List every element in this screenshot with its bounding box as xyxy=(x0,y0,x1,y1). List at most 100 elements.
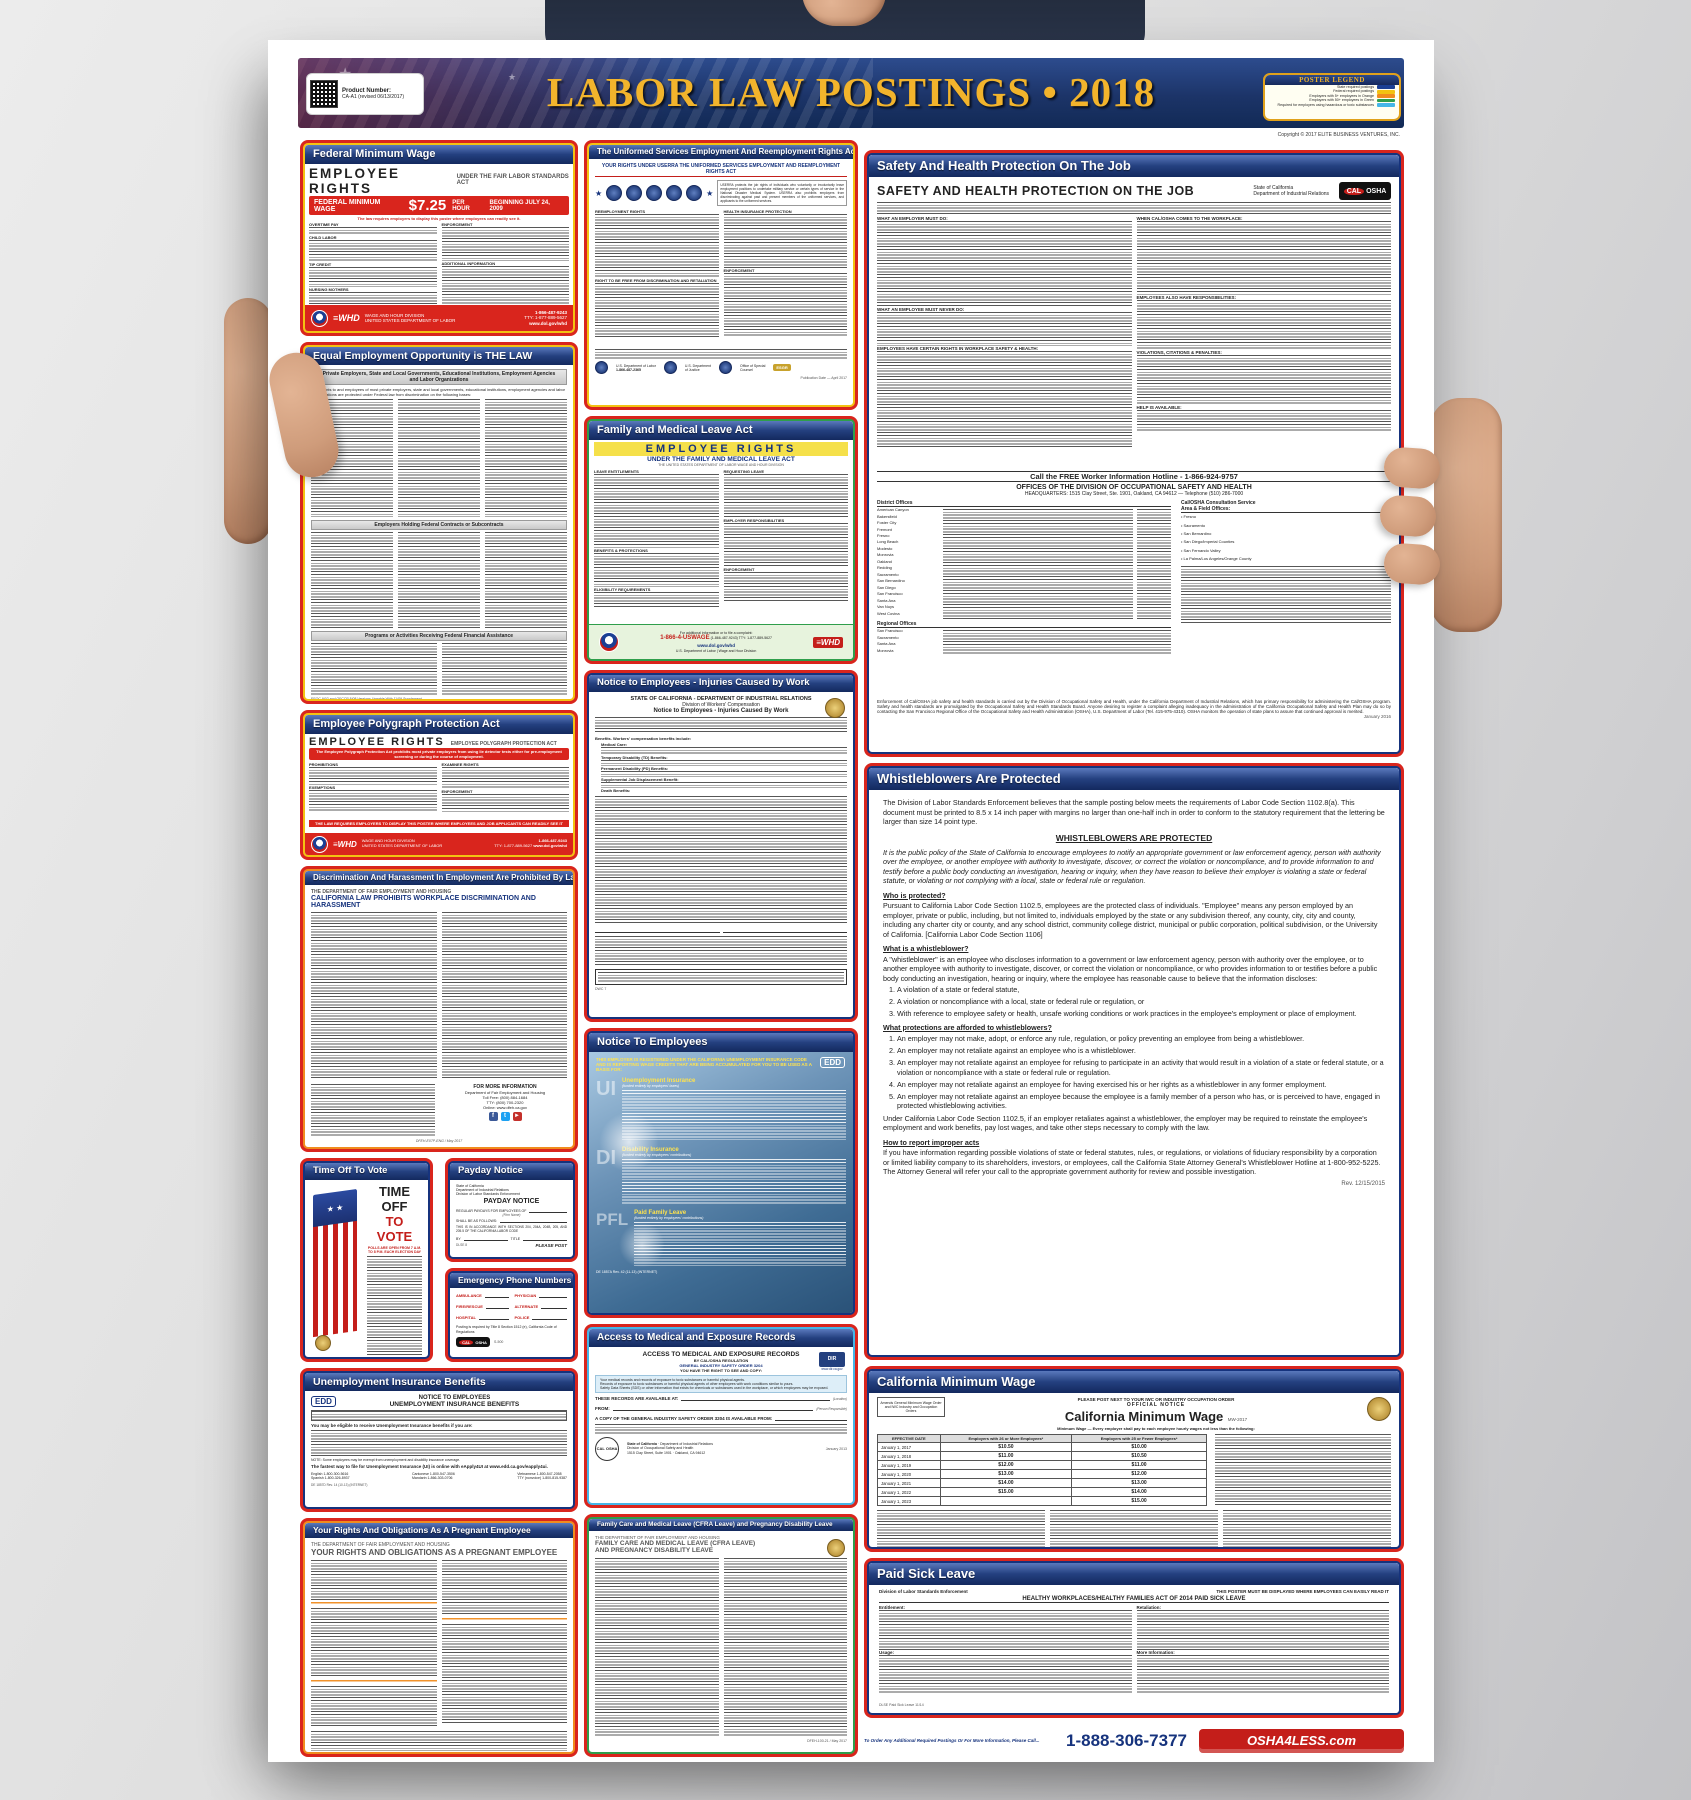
access-sub3: YOU HAVE THE RIGHT TO SEE AND COPY: xyxy=(679,1367,763,1373)
program-sub: (funded entirely by employers' taxes) xyxy=(622,1084,680,1089)
blank-line xyxy=(539,1292,567,1299)
safety-title: SAFETY AND HEALTH PROTECTION ON THE JOB xyxy=(877,184,1195,199)
district-name: Modesto xyxy=(877,545,893,551)
agency-line: Division of Occupational Safety and Heal… xyxy=(627,1446,694,1451)
right-fingertip xyxy=(1382,446,1442,490)
cell: January 1, 2022 xyxy=(877,1487,941,1498)
district-name: Sacramento xyxy=(877,571,899,577)
section-header: Your Rights And Obligations As A Pregnan… xyxy=(305,1523,573,1539)
text-lines xyxy=(877,202,1391,215)
agency-line: WAGE AND HOUR DIVISION xyxy=(364,312,425,318)
group-title: Area & Field Offices: xyxy=(1181,506,1391,514)
sick-title: HEALTHY WORKPLACES/HEALTHY FAMILIES ACT … xyxy=(879,1596,1389,1604)
osc-seal xyxy=(718,361,732,375)
fmla-footer-line: (1-866-487-9243) TTY: 1-877-889-5627 xyxy=(710,636,772,641)
text-lines xyxy=(1136,410,1391,433)
text-lines xyxy=(1136,221,1391,296)
text-lines xyxy=(601,781,847,788)
cfra-title-1: FAMILY CARE AND MEDICAL LEAVE (CFRA LEAV… xyxy=(595,1539,756,1547)
text-column xyxy=(311,1560,437,1729)
section-header: Family and Medical Leave Act xyxy=(589,421,853,441)
regional-name: San Francisco xyxy=(877,628,903,634)
section-header: Time Off To Vote xyxy=(305,1163,428,1180)
text-column: ENFORCEMENT ADDITIONAL INFORMATION xyxy=(441,222,569,314)
section-header: Emergency Phone Numbers xyxy=(450,1273,573,1289)
worker-hotline: Call the FREE Worker Information Hotline… xyxy=(877,471,1391,483)
text-lines xyxy=(595,1557,719,1736)
subhead: WHAT AN EMPLOYER MUST DO: xyxy=(877,216,948,222)
dwc-seal xyxy=(825,697,845,718)
text-lines xyxy=(877,1510,1045,1547)
posting-note: Posting is required by xyxy=(456,1325,490,1330)
whistle-list-item: With reference to employee safety or hea… xyxy=(897,1009,1385,1019)
state-line: Department of Industrial Relations xyxy=(1253,191,1329,198)
blank-line xyxy=(541,1303,567,1310)
benefit-bullet: Death Benefits: xyxy=(601,787,631,793)
cell: $14.00 xyxy=(939,1478,1073,1489)
area-office: Fresno xyxy=(1183,514,1196,520)
text-lines xyxy=(1136,1610,1389,1651)
footer-agency: U.S. Department xyxy=(684,363,711,368)
legend-title: POSTER LEGEND xyxy=(1265,75,1399,85)
emergency-label: ALTERNATE xyxy=(514,1304,539,1310)
text-lines xyxy=(441,794,569,813)
subhead: WHEN CAL/OSHA COMES TO THE WORKPLACE: xyxy=(1136,216,1243,222)
payday-title: PAYDAY NOTICE xyxy=(483,1197,540,1205)
access-bullet: Your medical records and records of expo… xyxy=(600,1377,746,1382)
order-phone: 1-888-306-7377 xyxy=(1066,1730,1187,1750)
contact-line: Online: www.dfeh.ca.gov xyxy=(482,1105,528,1111)
wage-amount: $7.25 xyxy=(408,197,447,215)
cell: $12.00 xyxy=(939,1460,1073,1471)
text-lines xyxy=(311,532,393,629)
form-code: DFEH-E07P-ENG / May 2017 xyxy=(415,1139,463,1144)
text-lines xyxy=(723,1557,847,1736)
whd-logo xyxy=(311,309,328,327)
rights-title: EMPLOYEE RIGHTS xyxy=(594,442,848,457)
display-note: The law requires employers to display th… xyxy=(357,216,521,222)
safety-closing: Enforcement of Cal/OSHA job safety and h… xyxy=(877,699,1391,715)
esgr-logo: ESGR xyxy=(773,364,791,372)
subhead: PROHIBITIONS xyxy=(309,762,338,768)
section-cfra-leave: Family Care and Medical Leave (CFRA Leav… xyxy=(584,1514,858,1757)
star-icon: ★ xyxy=(706,188,714,198)
fmla-footer-phone: 1-866-4-USWAGE xyxy=(660,635,710,642)
legend-swatch xyxy=(1377,94,1395,98)
section-header: Notice To Employees xyxy=(589,1033,853,1053)
whd-wordmark: ≡WHD xyxy=(333,839,357,849)
footer-agency: Office of Special xyxy=(739,363,766,368)
subhead: REEMPLOYMENT RIGHTS xyxy=(595,209,646,215)
section-header: Safety And Health Protection On The Job xyxy=(869,155,1399,178)
section-pregnant-employee: Your Rights And Obligations As A Pregnan… xyxy=(300,1518,578,1757)
right-fingertip xyxy=(1382,542,1442,586)
uib-title-1: NOTICE TO EMPLOYEES xyxy=(418,1395,491,1402)
form-code: DE 1857A Rev. 42 (11-13) (INTERNET) xyxy=(596,1270,658,1275)
whistle-under: Under California Labor Code Section 1102… xyxy=(883,1113,1368,1133)
website: www.dol.gov/whd xyxy=(529,320,567,326)
cell: $11.00 xyxy=(1071,1460,1207,1471)
text-lines xyxy=(441,1560,567,1617)
agency-line: UNITED STATES DEPARTMENT OF LABOR xyxy=(364,318,456,323)
cal-osha-logo: CAL OSHA xyxy=(1339,182,1391,201)
star-icon: ★ xyxy=(595,188,603,198)
subhead: EXEMPTIONS xyxy=(309,785,336,791)
eeo-footnote: EEOC 9/02 and OFCCP 8/08 Versions Useabl… xyxy=(311,697,567,699)
section-injuries-caused-by-work: Notice to Employees - Injuries Caused by… xyxy=(584,670,858,1022)
cell: $10.50 xyxy=(1071,1451,1207,1462)
text-lines xyxy=(309,767,437,786)
protection-item: An employer may not retaliate against an… xyxy=(897,1046,1385,1056)
district-name: San Diego xyxy=(877,584,896,590)
text-lines xyxy=(622,1090,846,1143)
district-name: San Bernardino xyxy=(877,578,905,584)
access-bullet: Safety Data Sheets (SDS) or other inform… xyxy=(600,1385,829,1390)
section-unemployment-insurance: Unemployment Insurance Benefits EDD NOTI… xyxy=(300,1368,578,1512)
cell: January 1, 2018 xyxy=(877,1451,941,1462)
california-seal xyxy=(1367,1397,1391,1422)
district-name: Redding xyxy=(877,565,892,571)
whistle-a: A "whistleblower" is an employee who dis… xyxy=(883,954,1378,983)
blank-line xyxy=(722,927,847,933)
dol-seal xyxy=(606,185,623,202)
text-lines xyxy=(723,523,848,568)
emergency-label: HOSPITAL xyxy=(456,1315,476,1321)
fmla-footer-web: www.dol.gov/whd xyxy=(697,642,736,648)
form-label: SHALL BE AS FOLLOWS: xyxy=(456,1218,498,1223)
